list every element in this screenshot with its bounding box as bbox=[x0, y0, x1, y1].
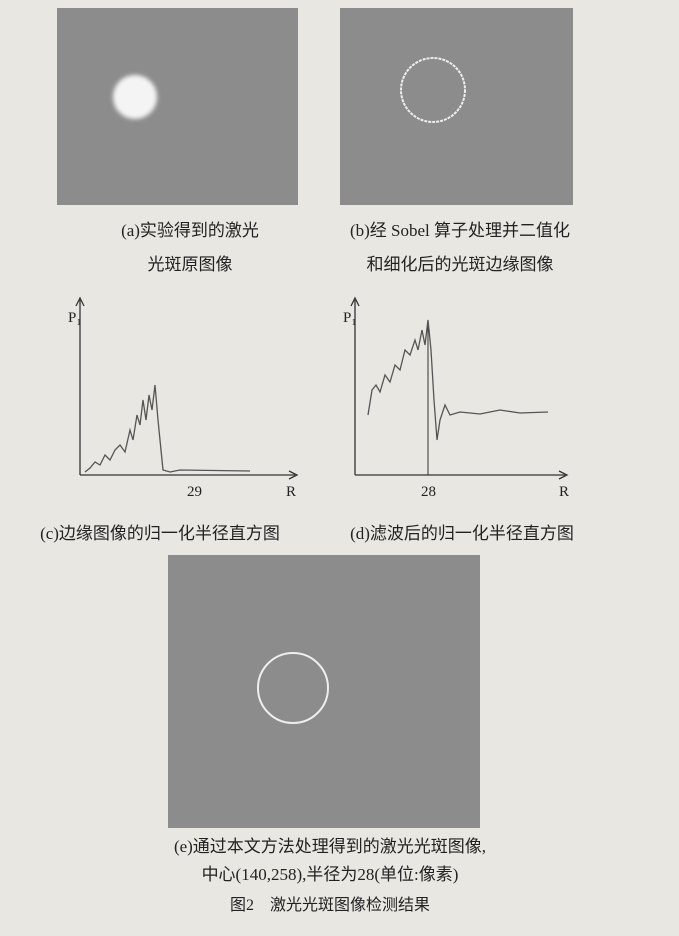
plot-d bbox=[351, 298, 567, 479]
caption: 光斑原图像 bbox=[148, 250, 233, 275]
figure: P₁ 29 R P₁ 28 R bbox=[0, 0, 679, 936]
caption: (a)实验得到的激光 bbox=[121, 216, 259, 241]
image-a bbox=[57, 8, 298, 205]
page: P₁ 29 R P₁ 28 R (a)实验得到的激光 光斑原图像 (b)经 So… bbox=[0, 0, 679, 936]
caption: 中心(140,258),半径为28(单位:像素) bbox=[202, 860, 459, 885]
x-label: R bbox=[559, 484, 569, 500]
y-label: P₁ bbox=[343, 310, 357, 326]
image-e bbox=[168, 555, 480, 828]
caption: (c)边缘图像的归一化半径直方图 bbox=[40, 519, 280, 544]
caption: 和细化后的光斑边缘图像 bbox=[367, 250, 554, 275]
spot bbox=[113, 75, 157, 119]
figure-caption: 图2 激光光斑图像检测结果 bbox=[230, 891, 430, 915]
x-mark: 28 bbox=[421, 484, 436, 500]
x-mark: 29 bbox=[187, 484, 202, 500]
plot-c bbox=[76, 298, 297, 479]
caption: (b)经 Sobel 算子处理并二值化 bbox=[350, 216, 570, 241]
y-label: P₁ bbox=[68, 310, 82, 326]
image-b bbox=[340, 8, 573, 205]
caption: (e)通过本文方法处理得到的激光光斑图像, bbox=[174, 832, 486, 857]
caption: (d)滤波后的归一化半径直方图 bbox=[350, 519, 574, 544]
x-label: R bbox=[286, 484, 296, 500]
